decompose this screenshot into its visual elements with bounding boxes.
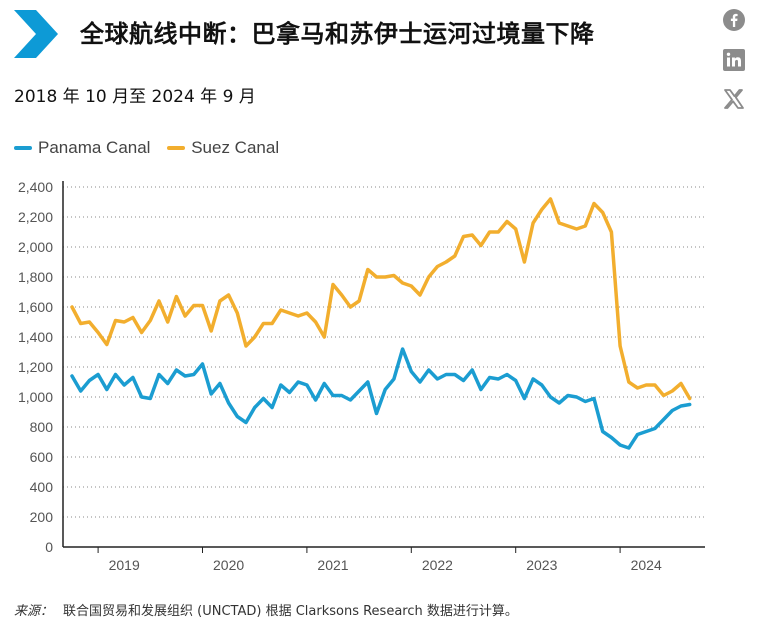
- y-tick-label: 2,200: [18, 209, 53, 225]
- header-chevron-icon: [14, 10, 58, 58]
- source-label: 来源：: [14, 604, 54, 619]
- y-tick-label: 600: [30, 449, 54, 465]
- y-tick-label: 1,800: [18, 269, 53, 285]
- y-tick-label: 1,200: [18, 359, 53, 375]
- y-tick-label: 2,400: [18, 179, 53, 195]
- x-tick-label: 2022: [422, 557, 453, 573]
- y-tick-label: 1,000: [18, 389, 53, 405]
- x-tick-label: 2020: [213, 557, 244, 573]
- x-tick-label: 2024: [631, 557, 662, 573]
- source-text: 联合国贸易和发展组织 (UNCTAD) 根据 Clarksons Researc…: [63, 604, 518, 619]
- legend-label-panama: Panama Canal: [38, 138, 151, 157]
- y-tick-label: 1,400: [18, 329, 53, 345]
- source-note: 来源： 联合国贸易和发展组织 (UNCTAD) 根据 Clarksons Rese…: [14, 600, 518, 619]
- linkedin-icon[interactable]: [722, 48, 746, 72]
- page-title: 全球航线中断：巴拿马和苏伊士运河过境量下降: [80, 20, 595, 48]
- legend-item-panama: Panama Canal: [14, 138, 150, 158]
- page-subtitle: 2018 年 10 月至 2024 年 9 月: [14, 87, 256, 107]
- x-tick-label: 2023: [526, 557, 557, 573]
- series-line-panama: [70, 347, 692, 450]
- y-tick-label: 0: [45, 539, 53, 555]
- y-tick-label: 800: [30, 419, 54, 435]
- legend-item-suez: Suez Canal: [167, 138, 279, 158]
- legend-swatch-panama: [14, 146, 32, 150]
- series-line-suez: [70, 197, 692, 401]
- facebook-icon[interactable]: [722, 8, 746, 32]
- y-tick-label: 200: [30, 509, 54, 525]
- y-tick-label: 2,000: [18, 239, 53, 255]
- x-tick-label: 2021: [317, 557, 348, 573]
- y-tick-label: 1,600: [18, 299, 53, 315]
- legend-swatch-suez: [167, 146, 186, 150]
- x-icon[interactable]: [722, 87, 746, 111]
- legend-label-suez: Suez Canal: [191, 138, 280, 157]
- x-tick-label: 2019: [109, 557, 140, 573]
- y-tick-label: 400: [30, 479, 54, 495]
- line-chart: 0 200 400 600 800 1,000 1,200 1,400 1,600 1,800 2,…: [18, 179, 705, 573]
- chart-legend: Panama Canal Suez Canal: [14, 135, 291, 158]
